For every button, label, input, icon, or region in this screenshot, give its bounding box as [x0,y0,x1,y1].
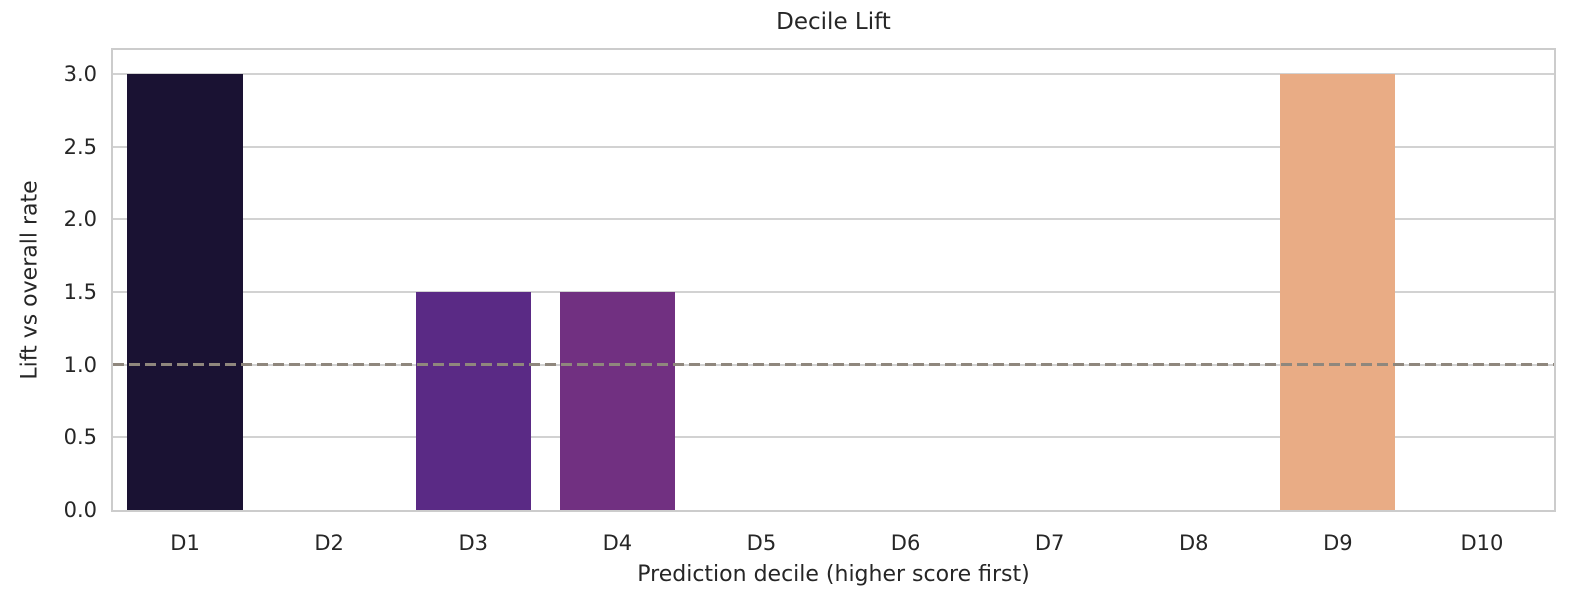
x-axis-label: Prediction decile (higher score first) [637,562,1030,587]
x-tick-label: D1 [170,531,200,555]
y-tick-label: 0.5 [63,425,97,450]
x-tick-label: D8 [1178,531,1209,555]
gridline-y-1.5 [113,290,1554,293]
bar-D4 [559,291,675,510]
y-tick-label: 2.0 [63,207,97,232]
y-tick-label: 1.5 [63,279,97,304]
x-tick-label: D2 [314,531,344,555]
bar-D1 [127,73,243,510]
gridline-y-2 [113,218,1554,221]
y-tick-label: 1.0 [63,352,97,377]
gridline-y-2.5 [113,145,1554,148]
x-tick-label: D3 [458,531,489,555]
x-tick-label: D10 [1460,531,1504,555]
x-tick-label: D7 [1034,531,1065,555]
x-tick-label: D5 [746,531,777,555]
plot-area [111,48,1556,512]
x-tick-label: D6 [890,531,921,555]
bar-D9 [1280,73,1396,510]
reference-line [113,363,1554,367]
gridline-y-0.5 [113,436,1554,439]
x-tick-label: D9 [1323,531,1353,555]
y-tick-label: 0.0 [63,498,97,522]
x-tick-label: D4 [602,531,633,555]
bar-D3 [415,291,531,510]
gridline-y-3 [113,72,1554,75]
chart-title: Decile Lift [776,9,891,35]
y-tick-label: 2.5 [63,134,97,159]
y-tick-label: 3.0 [63,61,97,86]
